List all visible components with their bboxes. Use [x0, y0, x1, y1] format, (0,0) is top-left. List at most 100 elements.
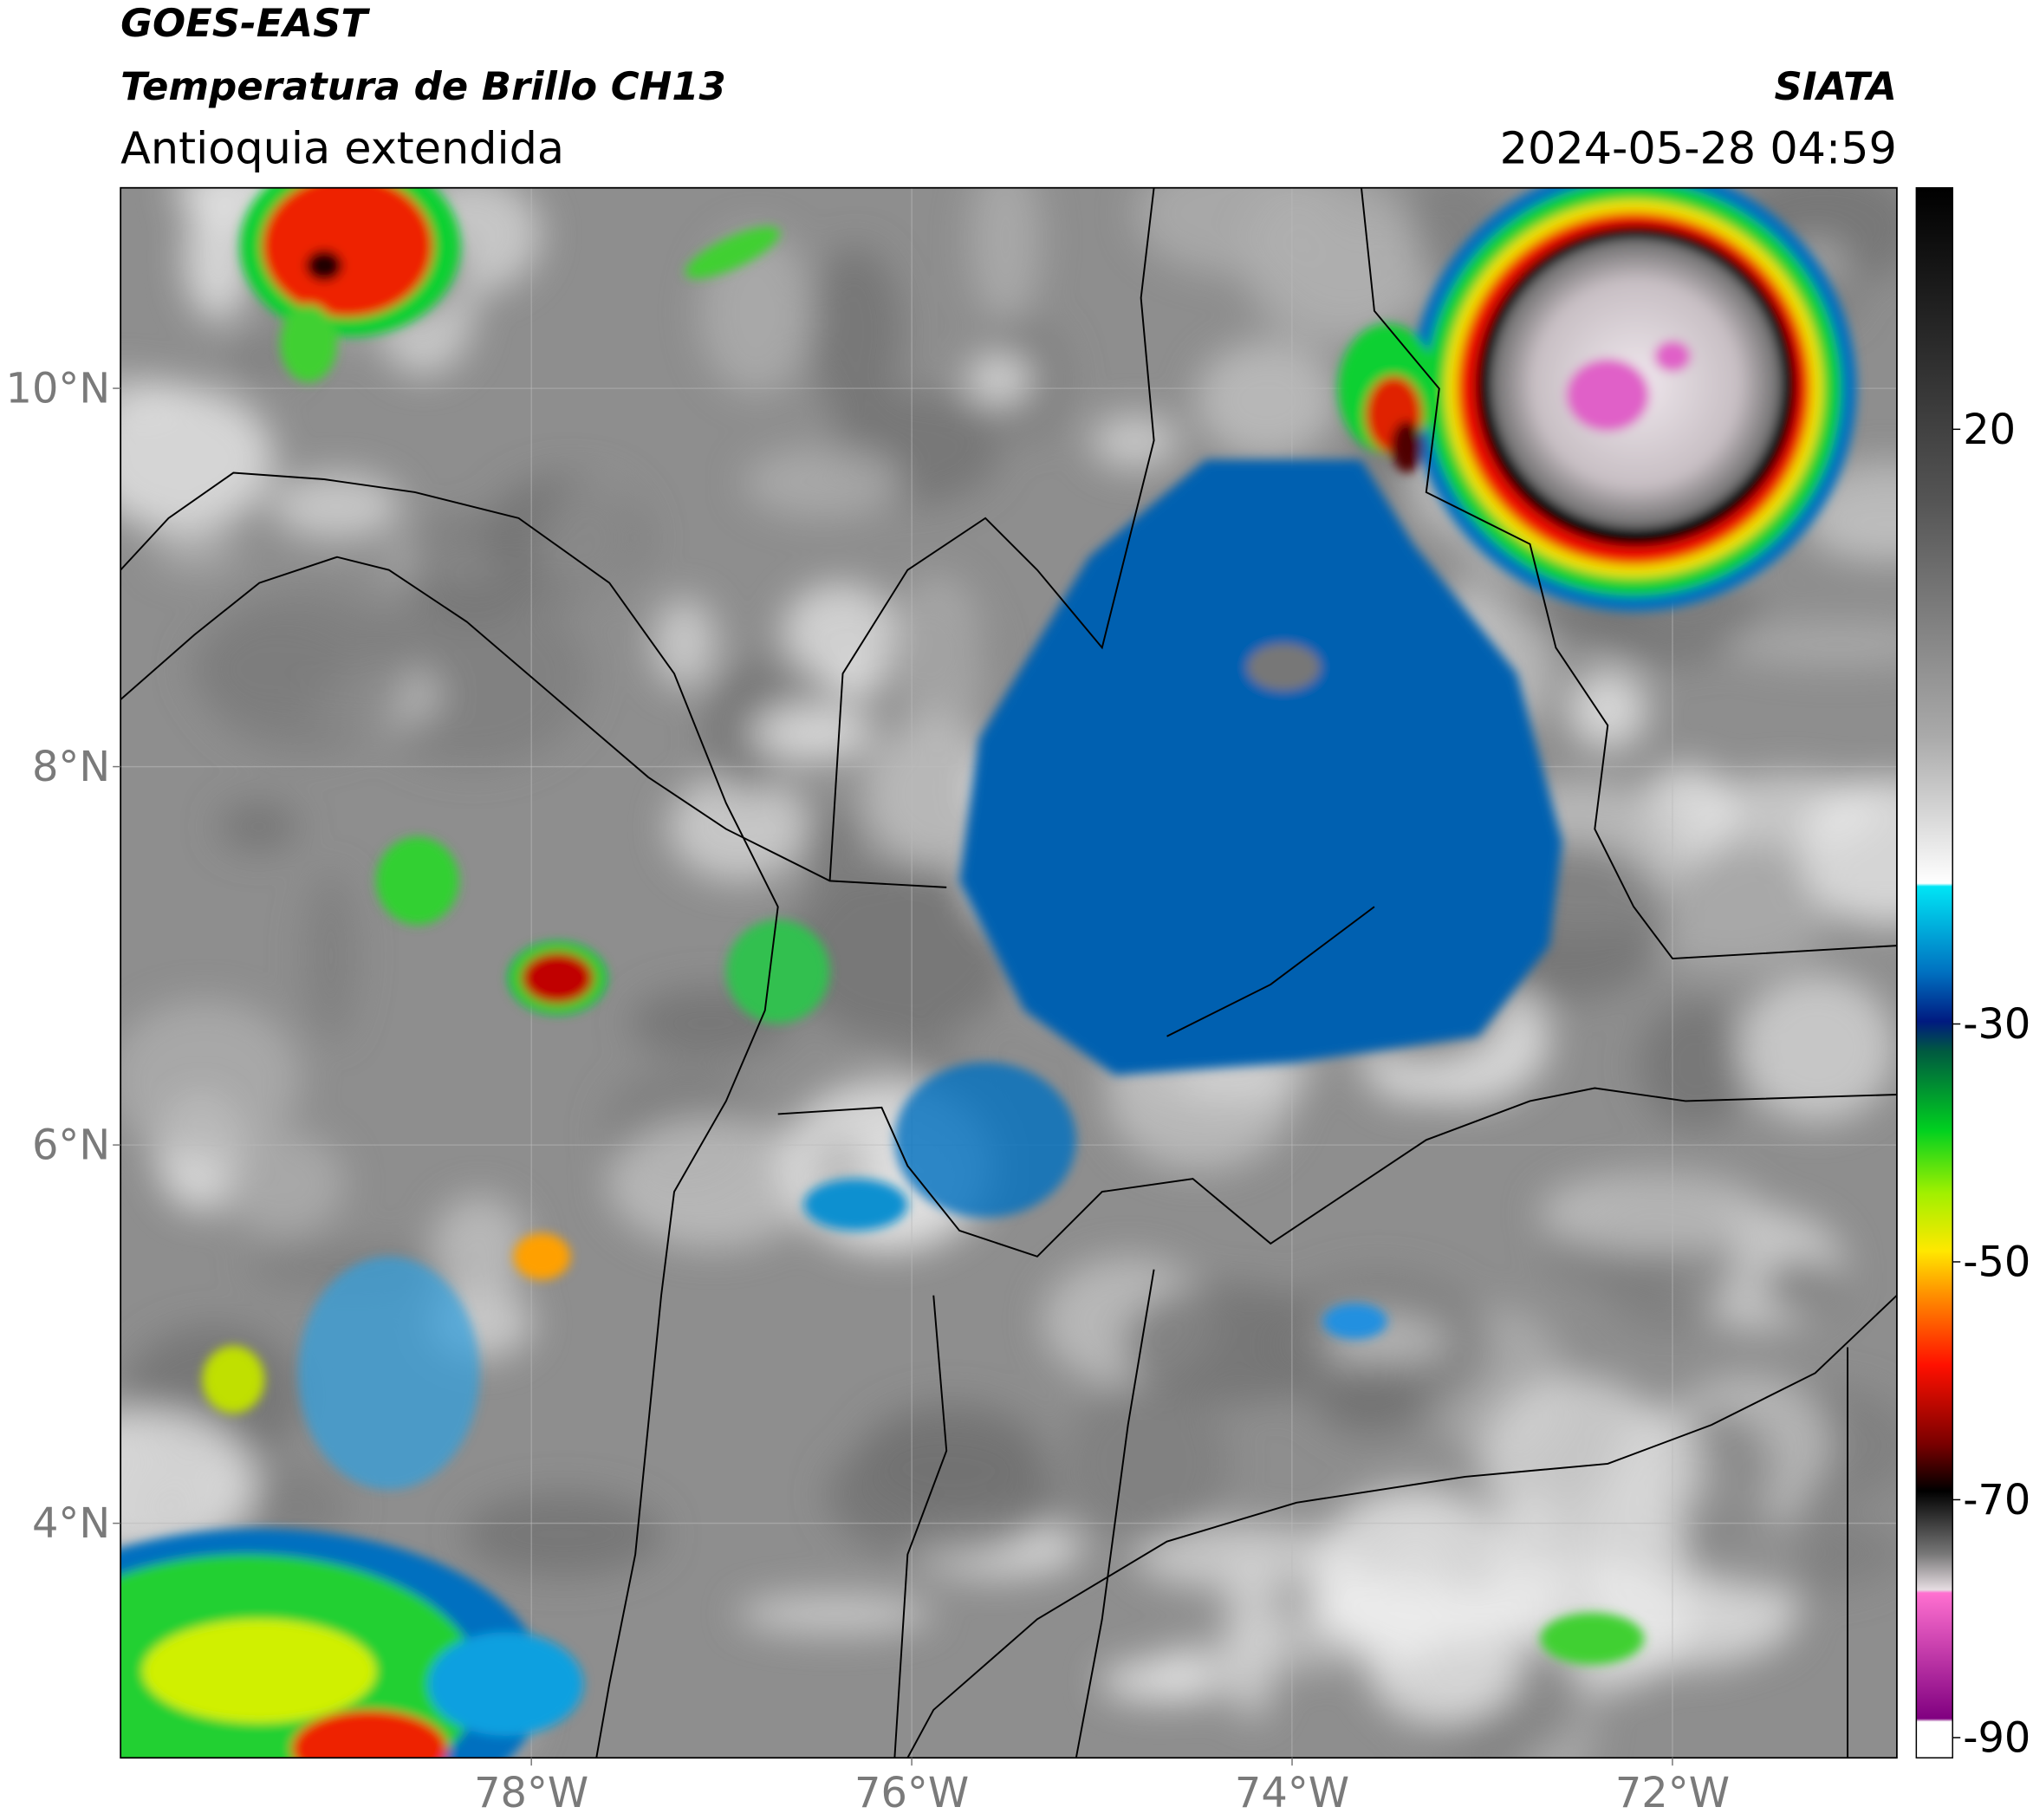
- cloud-patch: [827, 1428, 1057, 1561]
- cloud-patch: [229, 337, 297, 378]
- northwest-storm-part: [685, 226, 781, 279]
- northwest-storm-part: [280, 304, 338, 382]
- title: GOES-EAST: [120, 0, 370, 46]
- small-cells-part: [1322, 1303, 1387, 1340]
- southwest-storm-part: [291, 1709, 448, 1758]
- cloud-patch: [120, 386, 275, 532]
- cloud-patch: [304, 871, 358, 1041]
- borders-part: [893, 1295, 948, 1758]
- cloud-patch: [969, 187, 1042, 324]
- small-cells-part: [521, 952, 594, 1004]
- small-cells-part: [1540, 1612, 1645, 1665]
- cloud-patch: [1316, 1362, 1423, 1437]
- cloud-patch: [652, 597, 718, 689]
- cloud-patch: [1481, 1375, 1673, 1553]
- northeast-storm-part: [1566, 359, 1650, 432]
- x-tick-label: 74°W: [1235, 1770, 1349, 1817]
- small-cells-part: [513, 1232, 571, 1280]
- x-tick-label: 78°W: [474, 1770, 588, 1817]
- northwest-storm-part: [262, 187, 433, 318]
- cloud-patch: [785, 863, 1012, 1042]
- cloud-patch: [794, 805, 857, 878]
- cloud-patch: [750, 705, 874, 762]
- main-storm-part: [1247, 643, 1321, 691]
- northeast-storm: [1338, 187, 1857, 612]
- cloud-patch: [1722, 621, 1897, 666]
- x-tick-label: 76°W: [854, 1770, 969, 1817]
- cloud-patch: [1134, 1523, 1354, 1591]
- borders-part: [120, 471, 779, 1758]
- colorbar-tick-label: -30: [1963, 1001, 2030, 1049]
- subtitle: Temperatura de Brillo CH13: [120, 63, 726, 109]
- cloud-patch: [1761, 1258, 1846, 1315]
- agency: SIATA: [1775, 63, 1897, 109]
- cloud-patch: [218, 801, 299, 852]
- x-tick-label: 72°W: [1615, 1770, 1730, 1817]
- cloud-patch: [1121, 1283, 1336, 1405]
- small-cells-part: [202, 1345, 265, 1414]
- region: Antioquia extendida: [120, 122, 564, 173]
- y-tick-label: 4°N: [32, 1500, 110, 1548]
- southwest-storm-part: [427, 1632, 584, 1736]
- borders: [120, 187, 1897, 1758]
- southwest-storm: [120, 1256, 584, 1758]
- cloud-patch: [1799, 777, 1897, 926]
- cloud-patch: [270, 472, 402, 541]
- cloud-patch: [1568, 668, 1648, 751]
- cloud-patch: [966, 354, 1031, 405]
- cloud-patch: [1365, 1596, 1521, 1726]
- colorbar-tick-label: 20: [1963, 406, 2016, 454]
- cloud-patch: [220, 1131, 346, 1236]
- cloud-patch: [607, 1117, 819, 1249]
- southwest-storm-part: [298, 1256, 480, 1490]
- colorbar-tick-label: -90: [1963, 1714, 2030, 1762]
- y-tick-label: 8°N: [32, 744, 110, 791]
- axes: 78°W 76°W 74°W 72°W 4°N 6°N 8°N 10°N -90 -70 -50 -3…: [6, 366, 2031, 1818]
- cloud-patch: [782, 583, 900, 683]
- cloud-patch: [737, 1593, 934, 1635]
- northeast-storm-part: [1654, 341, 1692, 372]
- datetime: 2024-05-28 04:59: [1500, 122, 1897, 173]
- borders-part: [1361, 187, 1897, 960]
- cloud-patch: [463, 1492, 663, 1576]
- northwest-storm: [239, 187, 781, 382]
- small-cells: [202, 836, 1645, 1665]
- small-cells-part: [375, 836, 459, 926]
- cloud-patch: [432, 1195, 529, 1300]
- cloud-patch: [828, 661, 881, 702]
- colorbar-tick-label: -70: [1963, 1477, 2030, 1524]
- cloud-patch: [1241, 187, 1422, 349]
- northeast-storm-part: [1391, 420, 1423, 473]
- southwest-storm-part: [142, 1619, 376, 1723]
- cloud-patch: [705, 664, 795, 795]
- map: [120, 187, 1897, 1758]
- cloud-patch: [120, 999, 302, 1159]
- cloud-patch: [120, 1408, 255, 1557]
- cloud-patch: [1638, 1001, 1754, 1129]
- cloud-patch: [1089, 413, 1180, 470]
- cloud-patch: [246, 1466, 348, 1549]
- northwest-storm-part: [306, 250, 342, 282]
- borders-part: [906, 1294, 1897, 1758]
- cloud-patch: [184, 192, 253, 322]
- cloud-patch: [190, 618, 354, 718]
- y-tick-label: 6°N: [32, 1122, 110, 1170]
- cloud-patch: [743, 445, 902, 518]
- cloud-patch: [1679, 1514, 1897, 1593]
- cloud-patch: [1063, 1381, 1230, 1544]
- cloud-patch: [406, 517, 539, 619]
- small-cells-part: [894, 1062, 1076, 1218]
- cloud-patch: [1538, 1171, 1768, 1255]
- cloud-patch: [1737, 972, 1897, 1123]
- colorbar-tick-label: -50: [1963, 1238, 2030, 1286]
- cloud-patch: [808, 245, 903, 417]
- small-cells-part: [803, 1179, 908, 1231]
- cloud-patch: [1195, 341, 1338, 460]
- colorbar: [1915, 186, 1953, 1759]
- borders-part: [828, 187, 1155, 881]
- cloud-patch: [1613, 1405, 1703, 1524]
- borders-part: [1075, 1269, 1155, 1758]
